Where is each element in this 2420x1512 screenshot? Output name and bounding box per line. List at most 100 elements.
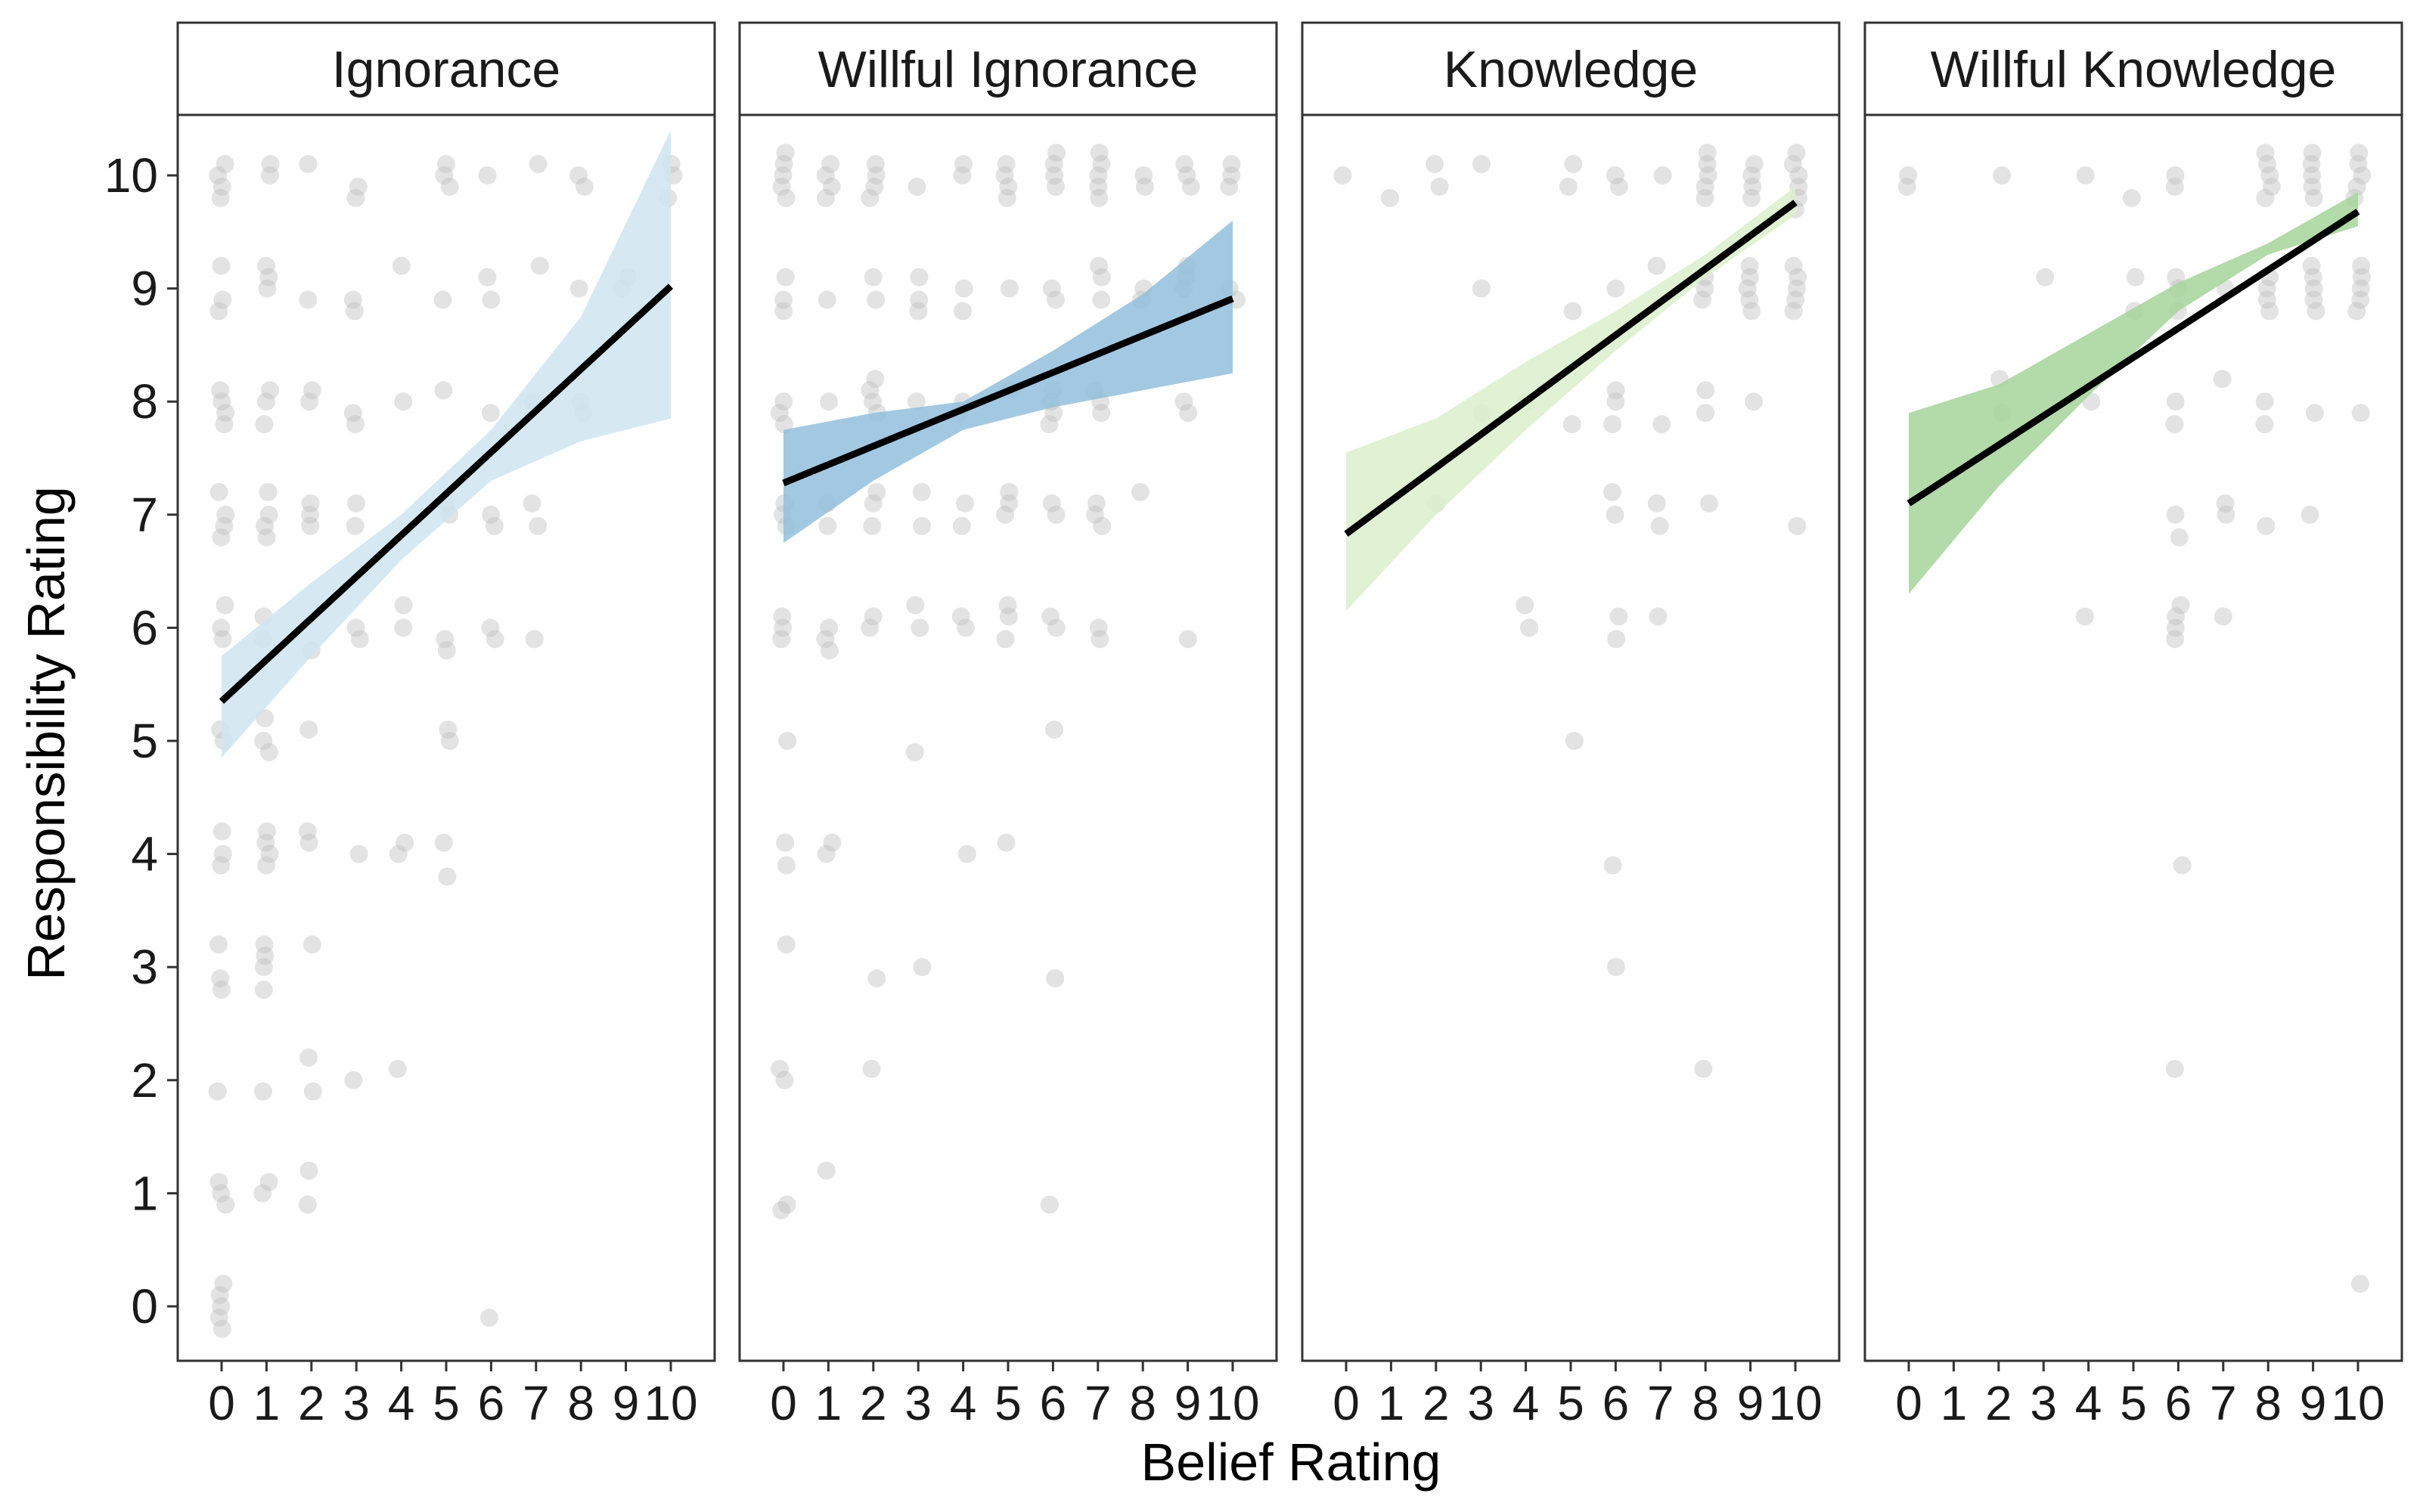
data-point: [864, 268, 883, 287]
data-point: [346, 516, 365, 535]
data-point: [213, 290, 232, 309]
data-point: [866, 155, 885, 174]
data-point: [953, 166, 972, 184]
data-point: [2165, 1059, 2184, 1078]
data-point: [529, 516, 548, 535]
data-point: [254, 958, 273, 977]
data-point: [2075, 607, 2094, 626]
data-point: [345, 302, 364, 321]
x-tick-label: 4: [950, 1376, 977, 1430]
data-point: [909, 302, 928, 321]
x-tick-label: 3: [343, 1376, 370, 1430]
data-point: [1606, 958, 1625, 977]
data-point: [2173, 856, 2192, 875]
x-tick-label: 2: [860, 1376, 887, 1430]
data-point: [1738, 279, 1757, 298]
strip-label: Knowledge: [1444, 41, 1698, 98]
data-point: [952, 516, 971, 535]
data-point: [213, 392, 231, 411]
data-point: [303, 1082, 322, 1101]
data-point: [482, 290, 501, 309]
data-point: [2166, 166, 2185, 184]
data-point: [1696, 381, 1715, 400]
data-point: [2352, 256, 2371, 275]
data-point: [1047, 618, 1066, 637]
data-point: [1740, 290, 1759, 309]
data-point: [2301, 505, 2319, 524]
data-point: [1093, 516, 1112, 535]
x-tick-label: 4: [2075, 1376, 2102, 1430]
y-tick-label: 7: [131, 488, 158, 542]
data-point: [776, 833, 795, 852]
data-point: [2166, 392, 2185, 411]
data-point: [1606, 505, 1624, 524]
y-tick-label: 2: [131, 1053, 158, 1108]
data-point: [864, 392, 883, 411]
confidence-band: [783, 220, 1233, 544]
data-point: [1606, 166, 1624, 184]
data-point: [346, 188, 365, 207]
data-point: [212, 856, 231, 875]
data-point: [861, 618, 880, 637]
data-point: [777, 188, 796, 207]
data-point: [1430, 177, 1449, 196]
data-point: [1047, 505, 1066, 524]
data-point: [1092, 155, 1111, 174]
x-tick-label: 0: [770, 1376, 797, 1430]
y-tick-label: 10: [104, 148, 158, 203]
data-point: [863, 516, 882, 535]
data-point: [1696, 404, 1715, 423]
data-point: [1040, 1195, 1059, 1214]
data-point: [1047, 177, 1066, 196]
data-point: [1087, 494, 1106, 513]
y-tick-label: 5: [131, 714, 158, 768]
regression-line: [1344, 200, 1798, 537]
data-point: [957, 844, 976, 863]
data-point: [1175, 155, 1194, 174]
data-point: [775, 1070, 794, 1089]
x-tick-label: 2: [1985, 1376, 2012, 1430]
data-point: [298, 822, 317, 841]
data-point: [1696, 188, 1714, 207]
data-point: [867, 290, 886, 309]
data-point: [2347, 302, 2366, 321]
data-point: [774, 155, 793, 174]
regression-line: [782, 295, 1234, 487]
data-point: [867, 969, 886, 988]
data-point: [1333, 166, 1352, 184]
x-tick-label: 2: [298, 1376, 325, 1430]
data-point: [258, 279, 277, 298]
data-point: [2166, 618, 2185, 637]
data-point: [913, 516, 932, 535]
data-point: [212, 1184, 231, 1203]
data-point: [1788, 516, 1807, 535]
data-point: [2214, 607, 2232, 626]
data-point: [1698, 155, 1717, 174]
data-point: [208, 1082, 227, 1101]
data-point: [818, 290, 836, 309]
data-point: [774, 166, 793, 184]
data-point: [1787, 144, 1806, 163]
data-point: [864, 607, 883, 626]
x-tick-label: 6: [1602, 1376, 1630, 1430]
data-point: [865, 177, 884, 196]
data-point: [302, 935, 321, 954]
data-point: [1047, 290, 1066, 309]
data-point: [817, 1161, 836, 1180]
data-point: [1789, 268, 1807, 287]
x-axis: 0 1 2 3 4 5 6 7 8 9 10: [208, 1361, 698, 1430]
x-tick-label: 8: [1692, 1376, 1719, 1430]
data-point: [210, 1286, 229, 1305]
data-point: [216, 404, 235, 423]
data-point: [211, 969, 230, 988]
data-point: [259, 1173, 278, 1191]
data-point: [2171, 596, 2190, 615]
strip-label: Willful Ignorance: [818, 41, 1199, 98]
data-point: [253, 1184, 272, 1203]
data-point: [2256, 144, 2275, 163]
x-tick-label: 10: [1205, 1376, 1259, 1430]
data-point: [1178, 630, 1197, 649]
data-point: [2352, 268, 2371, 287]
data-point: [255, 935, 274, 954]
